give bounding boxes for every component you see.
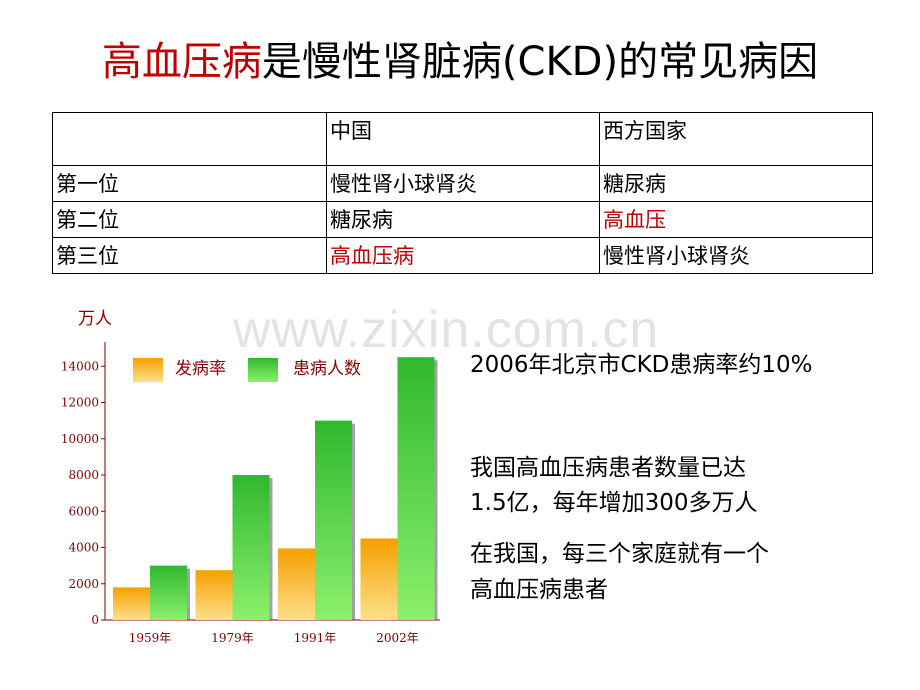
bar-incidence [113,587,150,620]
bar-incidence [360,538,398,620]
table-header-cell: 中国 [326,112,600,166]
table-cell: 糖尿病 [326,201,600,238]
legend-swatch [133,358,163,382]
table-cell: 高血压病 [326,237,600,274]
table-cell: 高血压 [599,201,873,238]
legend-swatch [248,358,278,382]
x-tick-label: 1991年 [294,631,337,645]
causes-table: 中国 西方国家 第一位 慢性肾小球肾炎 糖尿病 第二位 糖尿病 高血压 第三位 … [52,112,873,274]
table-row: 第二位 糖尿病 高血压 [52,201,873,238]
bar-incidence [195,570,233,620]
x-tick-label: 1979年 [211,631,254,645]
fact-beijing: 2006年北京市CKD患病率约10% [470,352,813,378]
bar-incidence [277,548,315,620]
table-cell: 慢性肾小球肾炎 [326,165,600,202]
table-cell: 慢性肾小球肾炎 [599,237,873,274]
page-title: 高血压病是慢性肾脏病(CKD)的常见病因 [0,36,920,88]
bar-chart: 万人 0 2000 4000 6000 8000 10000 12000 14000 1959年 1… [61,309,440,645]
table-row: 第一位 慢性肾小球肾炎 糖尿病 [52,165,873,202]
legend-label: 发病率 [175,359,226,379]
y-tick-label: 2000 [68,577,99,591]
x-tick-label: 2002年 [376,631,419,645]
y-tick-label: 14000 [61,359,99,373]
table-row: 第三位 高血压病 慢性肾小球肾炎 [52,237,873,274]
table-cell: 糖尿病 [599,165,873,202]
x-tick-label: 1959年 [129,631,172,645]
table-cell: 第三位 [52,237,327,274]
bar-patients [150,565,187,620]
bar-patients [397,357,435,620]
table-header-cell: 西方国家 [599,112,873,166]
watermark: www.zixin.com.cn [233,301,660,359]
y-axis-label: 万人 [78,309,112,329]
fact-family-line1: 在我国，每三个家庭就有一个 [470,541,769,567]
table-header-row: 中国 西方国家 [52,112,873,166]
fact-family-line2: 高血压病患者 [470,577,608,603]
table-cell: 第一位 [52,165,327,202]
bar-patients [232,475,270,620]
table-header-cell [52,112,327,166]
fact-count-line1: 我国高血压病患者数量已达 [470,455,746,481]
y-tick-label: 12000 [61,396,99,410]
fact-count-line2: 1.5亿，每年增加300多万人 [470,490,758,516]
y-tick-label: 4000 [68,541,99,555]
bar-patients [314,420,352,620]
legend-label: 患病人数 [293,359,361,379]
title-rest: 是慢性肾脏病(CKD)的常见病因 [261,39,819,85]
y-tick-label: 10000 [61,432,99,446]
y-tick-label: 6000 [68,504,99,518]
title-highlight: 高血压病 [101,39,262,85]
table-cell: 第二位 [52,201,327,238]
y-tick-label: 8000 [68,468,99,482]
y-tick-label: 0 [91,613,99,627]
